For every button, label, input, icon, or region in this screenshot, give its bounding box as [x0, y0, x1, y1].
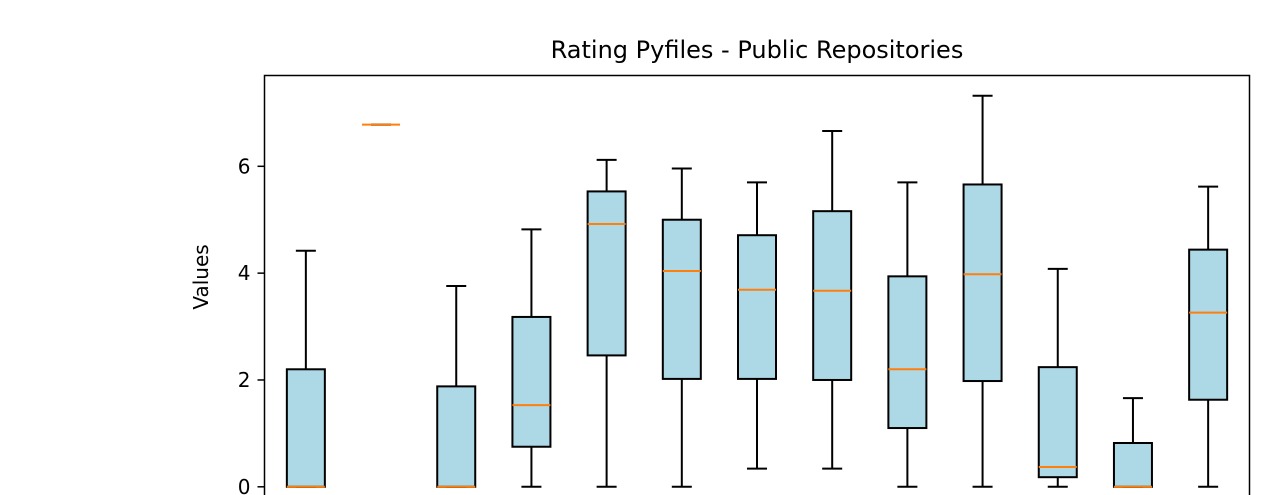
y-tick-label-6: 6	[238, 154, 251, 178]
box-group-8	[812, 130, 853, 470]
box-body	[661, 218, 702, 380]
y-tick-label-4: 4	[238, 261, 251, 285]
box-body	[737, 234, 777, 380]
box-group-6	[661, 167, 702, 488]
box-group-13	[1188, 185, 1229, 488]
box-group-5	[586, 158, 627, 488]
chart-title: Rating Pyfiles - Public Repositories	[551, 36, 964, 64]
box-body	[586, 190, 627, 357]
y-tick-label-0: 0	[238, 475, 251, 495]
box-body	[1112, 442, 1153, 488]
plot-frame	[263, 74, 1251, 495]
box-body	[1037, 366, 1078, 479]
box-body	[1188, 248, 1229, 401]
y-axis: 0 2 4 6	[238, 154, 265, 495]
box-group-4	[511, 228, 552, 488]
box-group-7	[737, 181, 777, 470]
box-group-2	[362, 123, 401, 126]
y-tick-label-2: 2	[238, 368, 251, 392]
y-axis-label: Values	[189, 244, 213, 309]
box-body	[812, 210, 853, 381]
boxes-layer	[285, 94, 1229, 488]
box-group-11	[1037, 267, 1078, 488]
box-group-9	[887, 181, 928, 488]
box-body	[436, 385, 477, 488]
box-body	[962, 183, 1003, 383]
box-body	[285, 368, 326, 488]
box-group-1	[285, 249, 326, 488]
box-body	[511, 315, 552, 448]
box-group-10	[962, 94, 1003, 488]
box-group-12	[1112, 397, 1153, 488]
box-body	[887, 275, 928, 430]
box-group-3	[436, 284, 477, 488]
